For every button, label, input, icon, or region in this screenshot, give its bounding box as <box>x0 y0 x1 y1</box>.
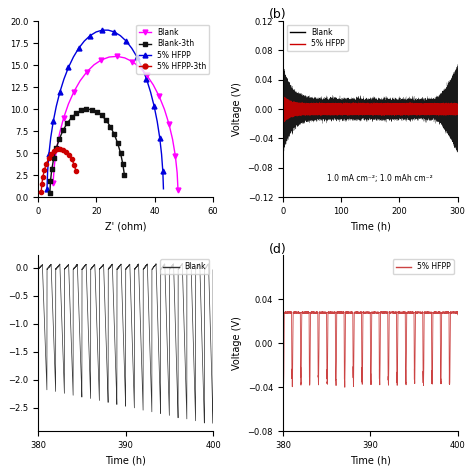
Point <box>50 147 58 155</box>
Point <box>45 155 53 162</box>
Point <box>53 144 60 152</box>
Point <box>60 146 67 153</box>
Point <box>56 145 64 153</box>
X-axis label: Time (h): Time (h) <box>350 456 391 465</box>
Point <box>119 160 127 168</box>
Point <box>98 111 105 119</box>
Point <box>64 119 71 127</box>
Point <box>39 173 46 181</box>
Point <box>114 140 121 147</box>
Point <box>68 155 76 163</box>
Point <box>47 150 55 158</box>
Point <box>43 160 50 168</box>
Point <box>37 189 45 196</box>
Text: (d): (d) <box>269 243 287 255</box>
Y-axis label: Voltage (V): Voltage (V) <box>232 82 242 136</box>
Point <box>93 108 100 115</box>
Legend: 5% HFPP: 5% HFPP <box>392 259 454 274</box>
Y-axis label: Voltage (V): Voltage (V) <box>232 317 242 370</box>
Point <box>46 189 54 197</box>
X-axis label: Time (h): Time (h) <box>350 221 391 231</box>
Point <box>117 149 124 157</box>
Point <box>107 123 114 130</box>
Point <box>70 161 78 169</box>
Point <box>59 127 67 134</box>
Point <box>121 172 128 179</box>
Point <box>48 165 55 173</box>
X-axis label: Z' (ohm): Z' (ohm) <box>105 221 146 231</box>
Point <box>110 131 118 138</box>
Point <box>72 167 80 175</box>
Legend: Blank, 5% HFPP: Blank, 5% HFPP <box>287 25 348 51</box>
Point <box>47 177 55 185</box>
Point <box>54 146 61 153</box>
Point <box>50 155 57 162</box>
Text: 1.0 mA cm⁻²; 1.0 mAh cm⁻²: 1.0 mA cm⁻²; 1.0 mAh cm⁻² <box>327 174 432 183</box>
Point <box>68 114 75 121</box>
Point <box>65 151 73 159</box>
Point <box>41 166 48 174</box>
X-axis label: Time (h): Time (h) <box>105 456 146 465</box>
Legend: Blank, Blank-3th, 5% HFPP, 5% HFPP-3th: Blank, Blank-3th, 5% HFPP, 5% HFPP-3th <box>137 25 209 74</box>
Point <box>82 105 90 113</box>
Point <box>38 181 46 188</box>
Point <box>78 107 85 114</box>
Point <box>73 109 80 117</box>
Text: (b): (b) <box>269 9 286 21</box>
Point <box>88 106 95 113</box>
Point <box>55 135 63 143</box>
Point <box>102 117 110 124</box>
Point <box>63 148 70 155</box>
Legend: Blank: Blank <box>160 259 209 274</box>
